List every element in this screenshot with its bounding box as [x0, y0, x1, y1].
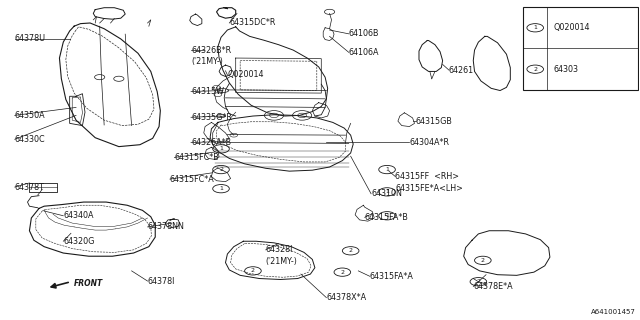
Text: ('21MY-): ('21MY-)	[266, 257, 298, 266]
Text: 1: 1	[385, 213, 389, 218]
Text: 64315FA*A: 64315FA*A	[370, 272, 413, 281]
Text: 2: 2	[533, 67, 537, 72]
Text: 64310N: 64310N	[371, 189, 402, 198]
Text: 64315FC*A: 64315FC*A	[170, 175, 214, 184]
Text: 64315W: 64315W	[191, 87, 224, 96]
Text: 64106A: 64106A	[349, 48, 380, 57]
Text: 2: 2	[219, 167, 223, 172]
Text: 64106B: 64106B	[349, 29, 380, 38]
Text: 64315GB: 64315GB	[416, 116, 452, 126]
Text: 2: 2	[481, 258, 485, 263]
Text: Q020014: Q020014	[554, 23, 590, 32]
Text: 1: 1	[219, 146, 223, 151]
Text: 2: 2	[251, 268, 255, 273]
Text: 64378NN: 64378NN	[148, 222, 184, 231]
Text: ('21MY-): ('21MY-)	[191, 57, 223, 66]
Text: 64335G*R: 64335G*R	[191, 113, 232, 122]
Text: A641001457: A641001457	[591, 309, 636, 316]
Text: 64261: 64261	[449, 66, 474, 75]
Text: 64328I: 64328I	[266, 245, 293, 254]
Text: 64330C: 64330C	[15, 135, 45, 144]
Text: 64340A: 64340A	[63, 211, 94, 220]
Text: 64378U: 64378U	[15, 35, 46, 44]
Text: 64378T: 64378T	[15, 183, 45, 192]
Text: FRONT: FRONT	[74, 279, 104, 288]
Text: 64378X*A: 64378X*A	[326, 293, 367, 302]
Text: 64326B*R: 64326B*R	[191, 45, 231, 55]
Text: Q020014: Q020014	[227, 70, 264, 79]
Text: 1: 1	[385, 167, 389, 172]
Text: 1: 1	[385, 189, 389, 194]
Text: 1: 1	[533, 25, 537, 30]
Text: 64315FF  <RH>: 64315FF <RH>	[396, 172, 460, 181]
Text: 64315FC*B: 64315FC*B	[174, 153, 219, 162]
Text: 2: 2	[340, 270, 344, 275]
Text: 64303: 64303	[554, 65, 579, 74]
Text: 64326A*B: 64326A*B	[191, 138, 231, 147]
Text: 64350A: 64350A	[15, 111, 45, 120]
Text: 64378I: 64378I	[148, 276, 175, 285]
Text: 64315DC*R: 64315DC*R	[229, 19, 276, 28]
Text: 2: 2	[349, 248, 353, 253]
Text: 64378E*A: 64378E*A	[473, 282, 513, 291]
Bar	[523, 7, 638, 90]
Text: 64304A*R: 64304A*R	[410, 138, 449, 147]
Text: 2: 2	[476, 279, 481, 284]
Text: 64315FA*B: 64315FA*B	[365, 213, 408, 222]
Text: 64315FE*A<LH>: 64315FE*A<LH>	[396, 184, 463, 193]
Text: 1: 1	[219, 186, 223, 191]
Text: 64320G: 64320G	[63, 237, 95, 246]
